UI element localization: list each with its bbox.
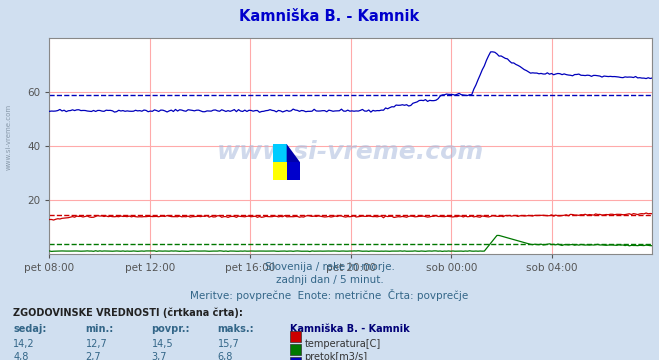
Text: sedaj:: sedaj:: [13, 324, 47, 334]
Text: 14,2: 14,2: [13, 339, 35, 349]
Text: temperatura[C]: temperatura[C]: [304, 339, 381, 349]
Text: povpr.:: povpr.:: [152, 324, 190, 334]
Text: 2,7: 2,7: [86, 352, 101, 360]
Text: 15,7: 15,7: [217, 339, 239, 349]
Text: ZGODOVINSKE VREDNOSTI (črtkana črta):: ZGODOVINSKE VREDNOSTI (črtkana črta):: [13, 308, 243, 318]
Text: 14,5: 14,5: [152, 339, 173, 349]
Text: www.si-vreme.com: www.si-vreme.com: [5, 104, 11, 170]
Text: min.:: min.:: [86, 324, 114, 334]
Text: www.si-vreme.com: www.si-vreme.com: [217, 140, 484, 164]
Bar: [287, 162, 300, 180]
Polygon shape: [273, 144, 287, 162]
Text: 6,8: 6,8: [217, 352, 233, 360]
Text: 4,8: 4,8: [13, 352, 28, 360]
Text: Kamniška B. - Kamnik: Kamniška B. - Kamnik: [239, 9, 420, 24]
Polygon shape: [287, 144, 300, 162]
Text: zadnji dan / 5 minut.: zadnji dan / 5 minut.: [275, 275, 384, 285]
Text: maks.:: maks.:: [217, 324, 254, 334]
Text: Slovenija / reke in morje.: Slovenija / reke in morje.: [264, 262, 395, 272]
Text: pretok[m3/s]: pretok[m3/s]: [304, 352, 368, 360]
Bar: [273, 162, 287, 180]
Text: 12,7: 12,7: [86, 339, 107, 349]
Text: Meritve: povprečne  Enote: metrične  Črta: povprečje: Meritve: povprečne Enote: metrične Črta:…: [190, 289, 469, 301]
Text: 3,7: 3,7: [152, 352, 167, 360]
Text: Kamniška B. - Kamnik: Kamniška B. - Kamnik: [290, 324, 410, 334]
